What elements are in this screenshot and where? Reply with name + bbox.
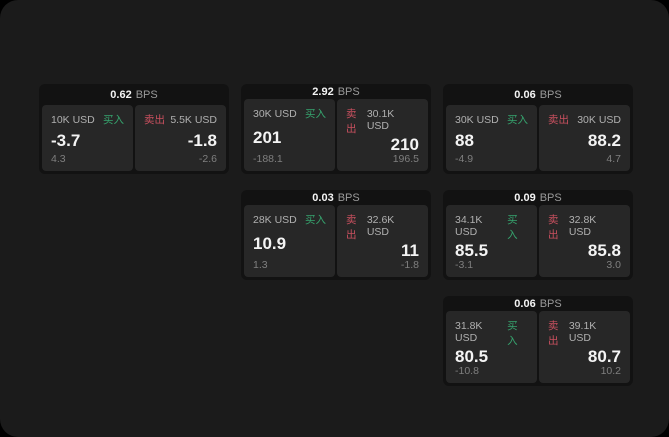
sell-sub-value: 4.7 xyxy=(606,153,621,165)
card-header: 0.06 BPS xyxy=(446,296,630,311)
buy-sub-value: -4.9 xyxy=(455,153,474,165)
buy-panel[interactable]: 28K USD 买入 10.9 1.3 xyxy=(244,205,335,277)
buy-price: 80.5 xyxy=(455,347,489,366)
buy-amount: 30K USD xyxy=(253,108,297,120)
buy-panel[interactable]: 31.8K USD 买入 80.5 -10.8 xyxy=(446,311,537,383)
buy-panel[interactable]: 10K USD 买入 -3.7 4.3 xyxy=(42,105,133,171)
buy-amount: 30K USD xyxy=(455,114,499,126)
sell-side-label: 卖出 xyxy=(346,108,357,135)
buy-sub-value: -10.8 xyxy=(455,365,479,377)
sell-amount: 30.1K USD xyxy=(366,108,395,132)
sell-amount: 39.1K USD xyxy=(568,320,597,344)
buy-panel[interactable]: 30K USD 买入 201 -188.1 xyxy=(244,99,335,171)
sell-amount: 30K USD xyxy=(577,114,621,126)
quote-cards-grid: 0.62 BPS 10K USD 买入 -3.7 4.3 卖出 5.5K USD xyxy=(39,84,633,386)
bps-unit: BPS xyxy=(539,297,562,310)
buy-sub-value: 1.3 xyxy=(253,259,268,271)
sell-side-label: 卖出 xyxy=(144,114,165,126)
buy-price: -3.7 xyxy=(51,130,81,150)
sell-price: 85.8 xyxy=(587,241,621,260)
buy-side-label: 买入 xyxy=(507,320,518,347)
bps-value: 0.03 xyxy=(312,191,334,204)
buy-panel[interactable]: 30K USD 买入 88 -4.9 xyxy=(446,105,537,171)
buy-side-label: 买入 xyxy=(103,114,124,126)
card-header: 0.03 BPS xyxy=(244,190,428,205)
bps-value: 2.92 xyxy=(312,85,334,98)
sell-price: 80.7 xyxy=(587,347,621,366)
quote-card-3: 0.06 BPS 30K USD 买入 88 -4.9 卖出 30K USD xyxy=(443,84,633,174)
panels: 30K USD 买入 88 -4.9 卖出 30K USD 88.2 4.7 xyxy=(446,105,630,171)
card-header: 0.62 BPS xyxy=(42,84,226,105)
sell-panel[interactable]: 卖出 39.1K USD 80.7 10.2 xyxy=(539,311,630,383)
bps-unit: BPS xyxy=(337,85,360,98)
panels: 31.8K USD 买入 80.5 -10.8 卖出 39.1K USD 80.… xyxy=(446,311,630,383)
sell-amount: 32.6K USD xyxy=(366,214,395,238)
bps-unit: BPS xyxy=(337,191,360,204)
card-header: 0.06 BPS xyxy=(446,84,630,105)
sell-sub-value: 10.2 xyxy=(600,365,621,377)
sell-side-label: 卖出 xyxy=(548,214,559,241)
buy-sub-value: 4.3 xyxy=(51,153,66,165)
buy-amount: 34.1K USD xyxy=(455,214,483,238)
card-header: 0.09 BPS xyxy=(446,190,630,205)
sell-price: 11 xyxy=(401,241,419,260)
sell-sub-value: 3.0 xyxy=(606,259,621,271)
quote-card-6: 0.06 BPS 31.8K USD 买入 80.5 -10.8 卖出 39.1… xyxy=(443,296,633,386)
buy-price: 201 xyxy=(253,127,282,147)
buy-price: 88 xyxy=(455,130,474,150)
buy-price: 10.9 xyxy=(253,233,287,253)
sell-side-label: 卖出 xyxy=(548,320,559,347)
bps-unit: BPS xyxy=(539,88,562,101)
panels: 34.1K USD 买入 85.5 -3.1 卖出 32.8K USD 85.8… xyxy=(446,205,630,277)
sell-panel[interactable]: 卖出 32.6K USD 11 -1.8 xyxy=(337,205,428,277)
sell-panel[interactable]: 卖出 5.5K USD -1.8 -2.6 xyxy=(135,105,226,171)
bps-value: 0.06 xyxy=(514,297,536,310)
bps-unit: BPS xyxy=(539,191,562,204)
sell-panel[interactable]: 卖出 32.8K USD 85.8 3.0 xyxy=(539,205,630,277)
bps-value: 0.09 xyxy=(514,191,536,204)
buy-side-label: 买入 xyxy=(507,214,518,241)
panels: 28K USD 买入 10.9 1.3 卖出 32.6K USD 11 -1.8 xyxy=(244,205,428,277)
quote-card-4: 0.03 BPS 28K USD 买入 10.9 1.3 卖出 32.6K US… xyxy=(241,190,431,280)
buy-amount: 10K USD xyxy=(51,114,95,126)
buy-sub-value: -188.1 xyxy=(253,153,283,165)
sell-sub-value: 196.5 xyxy=(392,153,419,165)
sell-panel[interactable]: 卖出 30.1K USD 210 196.5 xyxy=(337,99,428,171)
buy-panel[interactable]: 34.1K USD 买入 85.5 -3.1 xyxy=(446,205,537,277)
card-header: 2.92 BPS xyxy=(244,84,428,99)
buy-side-label: 买入 xyxy=(507,114,528,126)
bps-value: 0.62 xyxy=(110,88,132,101)
sell-price: 88.2 xyxy=(587,130,621,150)
sell-price: -1.8 xyxy=(187,130,217,150)
buy-amount: 31.8K USD xyxy=(455,320,483,344)
bps-unit: BPS xyxy=(135,88,158,101)
sell-panel[interactable]: 卖出 30K USD 88.2 4.7 xyxy=(539,105,630,171)
buy-amount: 28K USD xyxy=(253,214,297,226)
sell-side-label: 卖出 xyxy=(548,114,569,126)
quote-card-2: 2.92 BPS 30K USD 买入 201 -188.1 卖出 30.1K … xyxy=(241,84,431,174)
buy-sub-value: -3.1 xyxy=(455,259,474,271)
buy-side-label: 买入 xyxy=(305,108,326,120)
sell-sub-value: -2.6 xyxy=(198,153,217,165)
bps-value: 0.06 xyxy=(514,88,536,101)
quote-card-1: 0.62 BPS 10K USD 买入 -3.7 4.3 卖出 5.5K USD xyxy=(39,84,229,174)
sell-side-label: 卖出 xyxy=(346,214,357,241)
quote-card-5: 0.09 BPS 34.1K USD 买入 85.5 -3.1 卖出 32.8K… xyxy=(443,190,633,280)
buy-price: 85.5 xyxy=(455,241,489,260)
sell-amount: 5.5K USD xyxy=(170,114,217,126)
sell-sub-value: -1.8 xyxy=(400,259,419,271)
panels: 30K USD 买入 201 -188.1 卖出 30.1K USD 210 1… xyxy=(244,99,428,171)
buy-side-label: 买入 xyxy=(305,214,326,226)
sell-price: 210 xyxy=(390,135,419,154)
sell-amount: 32.8K USD xyxy=(568,214,597,238)
panels: 10K USD 买入 -3.7 4.3 卖出 5.5K USD -1.8 -2.… xyxy=(42,105,226,171)
